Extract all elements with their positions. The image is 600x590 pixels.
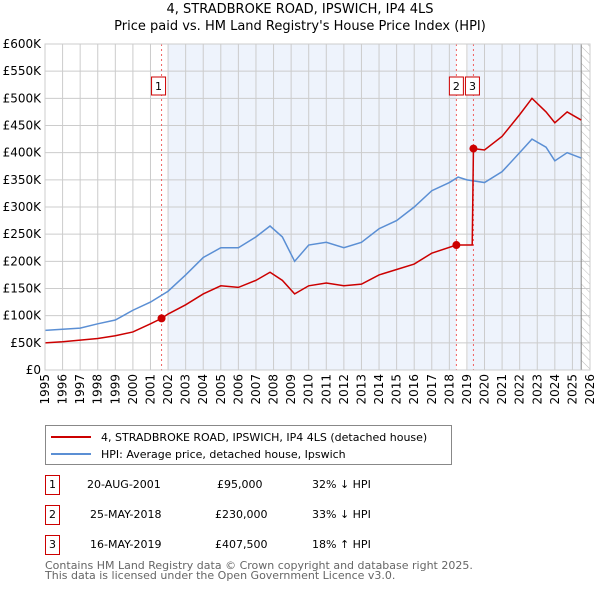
legend-label: 4, STRADBROKE ROAD, IPSWICH, IP4 4LS (de… xyxy=(101,430,428,444)
x-tick-label: 2001 xyxy=(143,374,157,405)
y-tick-label: £200K xyxy=(3,254,43,268)
x-tick-label: 2018 xyxy=(442,374,456,405)
sale-hpi-diff: 18% ↑ HPI xyxy=(312,538,371,551)
sale-hpi-diff: 32% ↓ HPI xyxy=(312,478,371,491)
x-tick-label: 2015 xyxy=(390,374,404,405)
series-line xyxy=(44,97,582,344)
x-tick-label: 2013 xyxy=(354,374,368,405)
x-tick-label: 2023 xyxy=(530,374,544,405)
x-tick-label: 2003 xyxy=(179,374,193,405)
x-tick-label: 1997 xyxy=(73,374,87,405)
sale-date: 25-MAY-2018 xyxy=(90,508,162,521)
sale-hpi-diff: 33% ↓ HPI xyxy=(312,508,371,521)
legend-item-property: 4, STRADBROKE ROAD, IPSWICH, IP4 4LS (de… xyxy=(51,429,427,445)
legend-label: HPI: Average price, detached house, Ipsw… xyxy=(101,447,346,461)
y-tick-label: £450K xyxy=(3,119,43,133)
chart-subtitle: Price paid vs. HM Land Registry's House … xyxy=(114,19,486,34)
x-tick-label: 2016 xyxy=(407,374,421,405)
x-tick-label: 2008 xyxy=(267,374,281,405)
x-tick-label: 2009 xyxy=(284,374,298,405)
x-tick-label: 1996 xyxy=(56,374,70,405)
y-tick-label: £250K xyxy=(3,227,43,241)
legend-swatch-red xyxy=(51,436,91,438)
sale-price: £230,000 xyxy=(215,508,268,521)
sale-point xyxy=(452,241,461,250)
sale-label: 3 xyxy=(469,80,476,93)
sale-point xyxy=(469,144,478,153)
x-tick-label: 2011 xyxy=(319,374,333,405)
sale-label-box xyxy=(151,76,167,96)
x-tick-label: 1998 xyxy=(91,374,105,405)
y-tick-label: £500K xyxy=(3,91,43,105)
y-tick-label: £350K xyxy=(3,173,43,187)
x-tick-label: 1995 xyxy=(38,374,52,405)
x-tick-label: 2021 xyxy=(495,374,509,405)
x-tick-label: 2022 xyxy=(513,374,527,405)
x-tick-label: 2019 xyxy=(460,374,474,405)
x-tick-label: 2004 xyxy=(196,374,210,405)
y-tick-label: £100K xyxy=(3,309,43,323)
x-tick-label: 2006 xyxy=(231,374,245,405)
chart-legend: 4, STRADBROKE ROAD, IPSWICH, IP4 4LS (de… xyxy=(45,425,452,465)
footer-licence: This data is licensed under the Open Gov… xyxy=(45,569,396,582)
sale-label: 1 xyxy=(155,80,162,93)
y-tick-label: £300K xyxy=(3,200,43,214)
y-tick-label: £50K xyxy=(10,336,42,350)
legend-item-hpi: HPI: Average price, detached house, Ipsw… xyxy=(51,446,346,462)
y-tick-label: £550K xyxy=(3,64,43,78)
sale-marker-badge: 3 xyxy=(45,535,60,555)
footer: Contains HM Land Registry data © Crown c… xyxy=(45,559,473,582)
sale-label: 2 xyxy=(453,80,460,93)
x-tick-label: 1999 xyxy=(108,374,122,405)
sale-marker-badge: 1 xyxy=(45,475,60,495)
x-tick-label: 2017 xyxy=(425,374,439,405)
y-tick-label: £0 xyxy=(26,363,41,377)
chart-title: 4, STRADBROKE ROAD, IPSWICH, IP4 4LS xyxy=(166,2,434,17)
x-tick-label: 2007 xyxy=(249,374,263,405)
x-tick-label: 2026 xyxy=(583,374,597,405)
y-tick-label: £150K xyxy=(3,282,43,296)
x-tick-label: 2010 xyxy=(302,374,316,405)
y-tick-label: £600K xyxy=(3,37,43,51)
footer-copyright: Contains HM Land Registry data © Crown c… xyxy=(45,559,473,572)
sale-label-box xyxy=(448,76,464,96)
x-tick-label: 2002 xyxy=(161,374,175,405)
sale-date: 16-MAY-2019 xyxy=(90,538,162,551)
sale-date: 20-AUG-2001 xyxy=(87,478,161,491)
chart-plot: £0 £50K £100K £150K £200K £250K £300K £350K £400… xyxy=(3,37,597,405)
plot-border xyxy=(44,43,591,371)
x-tick-label: 2005 xyxy=(214,374,228,405)
sale-price: £407,500 xyxy=(215,538,268,551)
sale-point xyxy=(157,314,166,323)
legend-swatch-blue xyxy=(51,453,91,455)
sale-marker-badge: 2 xyxy=(45,505,60,525)
y-tick-label: £400K xyxy=(3,146,43,160)
x-tick-label: 2012 xyxy=(337,374,351,405)
x-tick-label: 2024 xyxy=(548,374,562,405)
sale-label-box xyxy=(464,76,480,96)
x-tick-label: 2020 xyxy=(478,374,492,405)
series-line xyxy=(44,138,582,332)
sale-price: £95,000 xyxy=(217,478,263,491)
x-tick-label: 2000 xyxy=(126,374,140,405)
x-tick-label: 2025 xyxy=(565,374,579,405)
x-tick-label: 2014 xyxy=(372,374,386,405)
